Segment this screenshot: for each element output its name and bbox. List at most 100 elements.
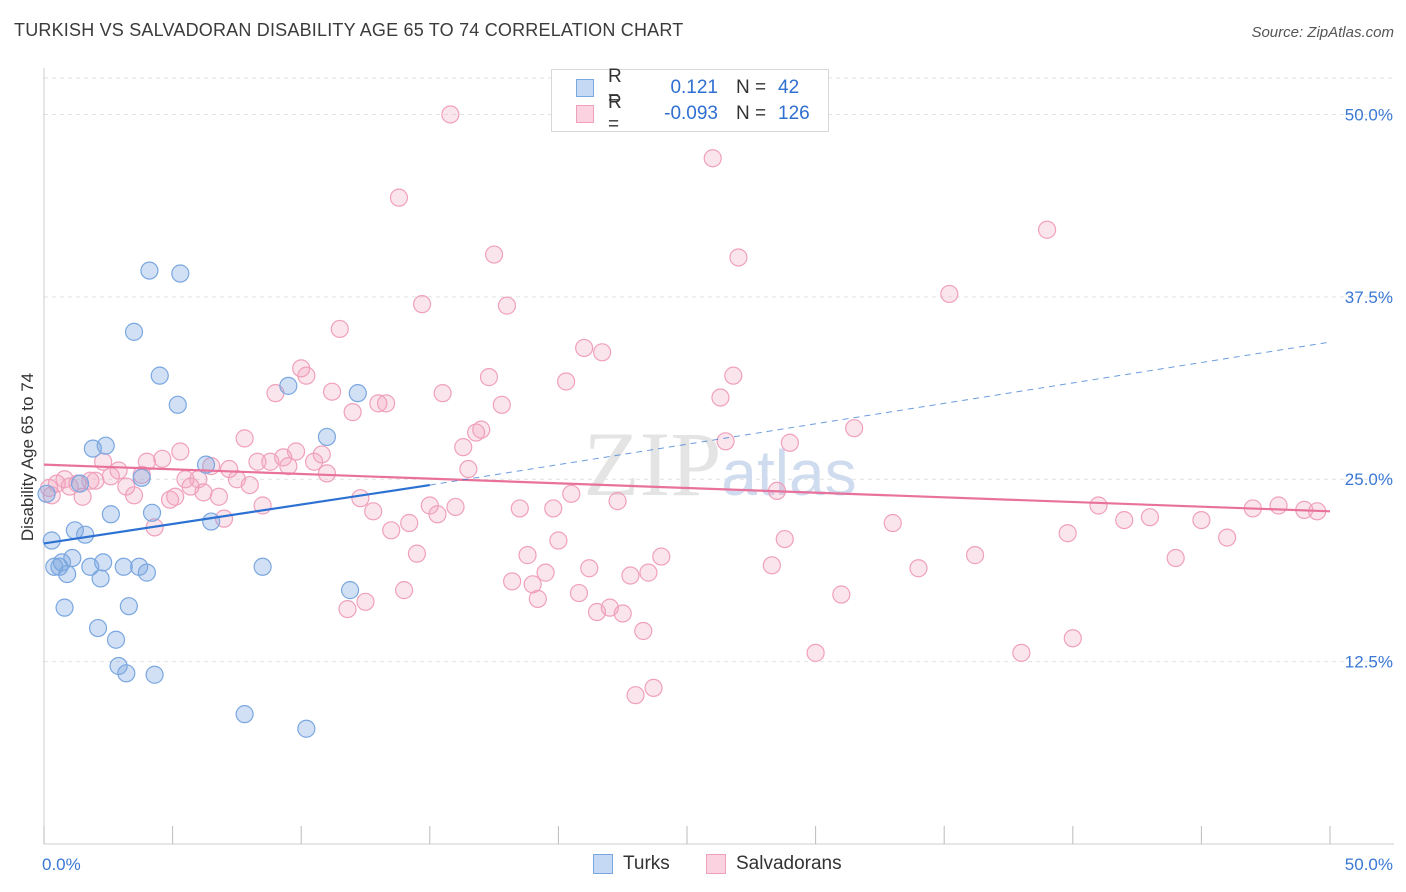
salvadoran-point xyxy=(832,585,851,604)
y-axis-label: Disability Age 65 to 74 xyxy=(18,372,37,542)
turk-point xyxy=(114,557,133,576)
bottom-legend-turks: Turks xyxy=(593,852,670,876)
salvadorans-swatch xyxy=(576,105,594,123)
salvadoran-point xyxy=(330,319,349,339)
salvadoran-point xyxy=(472,420,491,439)
salvadoran-point xyxy=(109,461,128,480)
salvadoran-point xyxy=(845,419,864,438)
legend-box: R = 0.121 N = 42 R = -0.093 N = 126 xyxy=(551,66,829,135)
legend-n-value: 126 xyxy=(778,103,810,124)
salvadoran-point xyxy=(351,489,370,508)
salvadoran-point xyxy=(580,559,599,578)
salvadoran-point xyxy=(724,366,743,385)
turk-point xyxy=(70,474,90,493)
x-tick-label-max: 50.0% xyxy=(1345,855,1393,874)
x-tick-label-min: 0.0% xyxy=(42,855,81,874)
turk-point xyxy=(52,553,72,572)
tick-labels: 12.5% 25.0% 37.5% 50.0% 0.0% 50.0% xyxy=(42,105,1393,874)
y-tick-label: 37.5% xyxy=(1345,288,1393,307)
salvadoran-point xyxy=(965,546,985,565)
salvadoran-point xyxy=(407,544,427,563)
salvadoran-point xyxy=(137,452,156,471)
salvadorans-trend-line xyxy=(43,463,1331,513)
turks-swatch xyxy=(576,79,594,97)
salvadoran-point xyxy=(1089,496,1108,515)
salvadoran-point xyxy=(1140,508,1160,527)
turk-point xyxy=(124,322,144,341)
salvadoran-point xyxy=(806,643,825,662)
turk-point xyxy=(348,384,367,403)
salvadoran-point xyxy=(518,546,537,565)
turk-point xyxy=(101,505,120,524)
turk-point xyxy=(235,705,254,724)
grid-lines xyxy=(44,77,1394,663)
salvadoran-point xyxy=(428,505,447,524)
salvadoran-point xyxy=(762,556,781,575)
turk-point xyxy=(150,366,169,385)
salvadoran-point xyxy=(639,563,658,582)
salvadoran-point xyxy=(304,452,324,471)
salvadoran-point xyxy=(240,475,259,495)
chart-title: TURKISH VS SALVADORAN DISABILITY AGE 65 … xyxy=(14,20,684,40)
salvadoran-point xyxy=(557,372,576,391)
y-tick-label: 25.0% xyxy=(1345,470,1393,489)
turk-point xyxy=(340,581,360,600)
salvadoran-point xyxy=(153,449,172,468)
salvadorans-points xyxy=(40,105,1327,705)
salvadoran-point xyxy=(510,499,529,518)
turk-point xyxy=(119,597,138,616)
salvadoran-point xyxy=(194,483,213,502)
turk-point xyxy=(94,553,113,572)
salvadoran-point xyxy=(626,686,645,705)
salvadoran-point xyxy=(394,581,414,600)
salvadoran-point xyxy=(446,497,465,517)
legend-row-turks: R = 0.121 N = 42 xyxy=(576,66,800,109)
salvadoran-point xyxy=(81,471,100,490)
legend-r-label: R = xyxy=(608,92,622,135)
salvadoran-point xyxy=(544,499,563,518)
salvadoran-point xyxy=(593,343,612,362)
salvadoran-point xyxy=(1063,629,1082,648)
salvadoran-point xyxy=(883,513,902,533)
turk-point xyxy=(168,395,187,414)
legend-r-value: 0.121 xyxy=(670,77,718,98)
salvadoran-point xyxy=(562,484,581,503)
salvadoran-point xyxy=(1192,510,1211,530)
watermark: ZIPatlas xyxy=(583,413,856,515)
y-tick-label: 12.5% xyxy=(1345,653,1393,672)
watermark-zip: ZIP xyxy=(583,413,721,515)
salvadoran-point xyxy=(485,245,504,264)
salvadoran-point xyxy=(621,566,640,585)
salvadoran-point xyxy=(369,394,388,413)
salvadoran-point xyxy=(338,599,357,619)
salvadoran-point xyxy=(312,445,331,464)
salvadoran-point xyxy=(286,442,306,461)
axes xyxy=(43,68,1394,845)
turk-point xyxy=(37,484,56,503)
salvadoran-point xyxy=(775,529,794,549)
salvadoran-point xyxy=(940,284,959,304)
salvadoran-point xyxy=(780,433,799,452)
salvadoran-point xyxy=(433,384,452,403)
salvadoran-point xyxy=(1115,510,1134,530)
legend-r-value: -0.093 xyxy=(664,103,718,124)
y-tick-label: 50.0% xyxy=(1345,105,1393,124)
salvadoran-point xyxy=(549,531,568,550)
salvadoran-point xyxy=(1037,220,1057,239)
salvadoran-point xyxy=(454,438,473,457)
turk-point xyxy=(253,557,272,576)
salvadoran-point xyxy=(400,513,419,533)
salvadoran-point xyxy=(644,678,663,697)
salvadoran-point xyxy=(716,432,735,451)
turk-point xyxy=(142,503,162,522)
turk-point xyxy=(106,630,126,649)
turk-point xyxy=(132,468,151,487)
legend-n-value: 42 xyxy=(778,77,800,98)
turks-legend-label: Turks xyxy=(623,853,670,874)
salvadoran-point xyxy=(297,366,316,385)
turk-point xyxy=(117,664,136,683)
salvadoran-point xyxy=(528,589,547,608)
salvadoran-point xyxy=(160,490,180,509)
salvadoran-point xyxy=(209,487,228,506)
